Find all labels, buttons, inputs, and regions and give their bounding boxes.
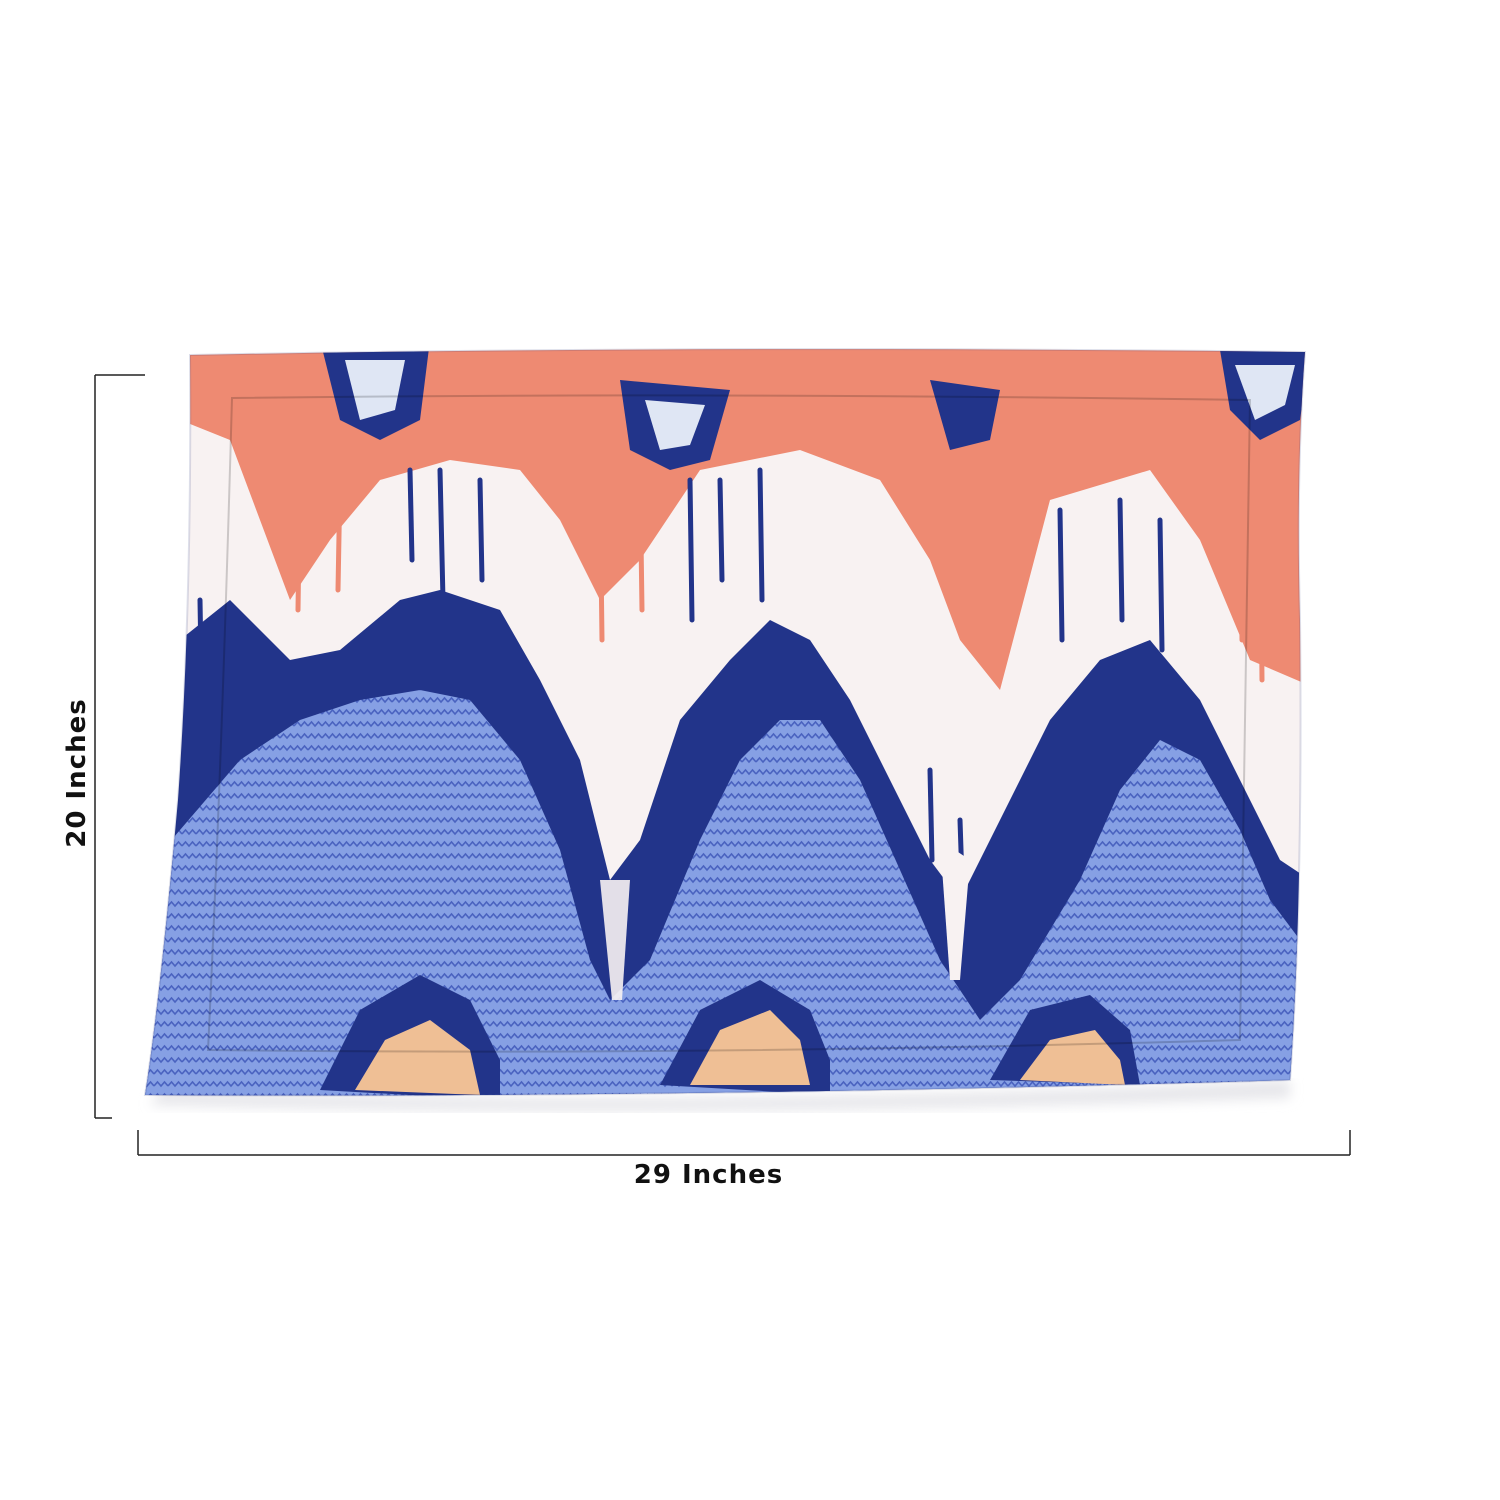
bottom-motifs: [320, 975, 1140, 1096]
height-label: 20 Inches: [62, 698, 92, 848]
height-dimension-line: [94, 374, 145, 1119]
width-dimension-line: [137, 1130, 1351, 1156]
pillow: [145, 349, 1305, 1096]
width-label: 29 Inches: [633, 1160, 784, 1190]
coral-band: [180, 349, 1305, 690]
